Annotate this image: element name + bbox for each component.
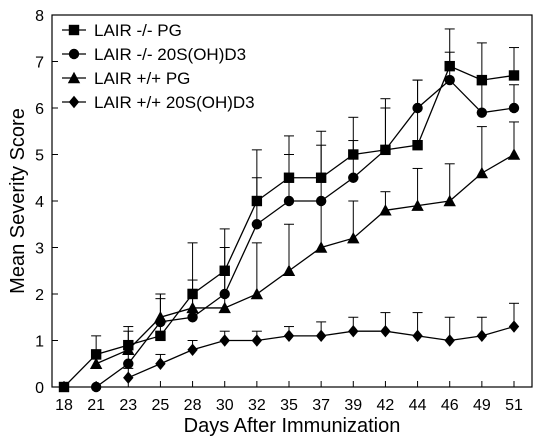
series-line-3 bbox=[95, 153, 515, 365]
data-point-triangle bbox=[218, 301, 231, 314]
data-point-triangle bbox=[443, 194, 456, 207]
data-point-diamond bbox=[315, 329, 327, 343]
x-axis-title: Days After Immunization bbox=[184, 415, 401, 437]
data-point-triangle bbox=[122, 343, 135, 355]
data-point-circle bbox=[476, 107, 488, 118]
data-point-diamond bbox=[123, 371, 134, 384]
y-tick-label: 3 bbox=[35, 241, 44, 258]
data-point-diamond bbox=[508, 320, 520, 333]
data-point-square bbox=[251, 195, 263, 207]
data-point-triangle bbox=[154, 311, 167, 323]
legend-label: LAIR +/+ PG bbox=[94, 69, 190, 88]
data-point-square bbox=[90, 349, 102, 360]
x-tick-label: 37 bbox=[312, 397, 330, 414]
data-point-square bbox=[187, 288, 198, 300]
x-tick-label: 18 bbox=[55, 397, 73, 414]
legend-marker bbox=[68, 24, 80, 36]
x-tick-label: 25 bbox=[152, 397, 170, 414]
data-point-diamond bbox=[155, 357, 166, 370]
data-point-square bbox=[315, 172, 327, 183]
data-point-triangle bbox=[282, 264, 296, 276]
legend-label: LAIR +/+ 20S(OH)D3 bbox=[94, 93, 255, 112]
x-tick-label: 35 bbox=[280, 397, 298, 414]
x-tick-label: 39 bbox=[344, 397, 362, 414]
y-tick-label: 4 bbox=[35, 194, 44, 211]
data-point-triangle bbox=[507, 148, 521, 160]
x-tick-label: 32 bbox=[248, 397, 266, 414]
data-point-circle bbox=[348, 172, 359, 183]
y-tick-label: 8 bbox=[35, 8, 44, 25]
y-tick-label: 5 bbox=[35, 148, 44, 165]
data-point-square bbox=[476, 74, 488, 86]
x-tick-label: 51 bbox=[505, 397, 523, 414]
y-tick-label: 2 bbox=[35, 287, 44, 304]
legend-marker bbox=[68, 95, 80, 109]
x-tick-label: 42 bbox=[377, 397, 395, 414]
data-point-triangle bbox=[411, 199, 424, 211]
data-point-circle bbox=[187, 312, 198, 323]
data-point-circle bbox=[123, 358, 134, 369]
data-point-square bbox=[444, 60, 455, 72]
legend-marker bbox=[68, 48, 80, 60]
data-point-triangle bbox=[475, 166, 489, 179]
data-point-diamond bbox=[187, 343, 198, 356]
legend-marker bbox=[67, 71, 81, 84]
legend: LAIR -/- PG LAIR -/- 20S(OH)D3 LAIR +/+ PG… bbox=[62, 21, 255, 112]
data-point-diamond bbox=[444, 334, 455, 347]
y-tick-label: 6 bbox=[35, 101, 44, 118]
y-tick-label: 7 bbox=[35, 55, 44, 72]
data-point-circle bbox=[251, 219, 263, 230]
data-point-triangle bbox=[250, 287, 264, 300]
y-tick-label: 1 bbox=[35, 334, 44, 351]
legend-label: LAIR -/- PG bbox=[94, 21, 182, 40]
data-point-triangle bbox=[89, 357, 103, 369]
data-point-square bbox=[348, 149, 359, 160]
data-point-circle bbox=[444, 74, 455, 86]
x-tick-label: 23 bbox=[119, 397, 137, 414]
x-tick-label: 30 bbox=[216, 397, 234, 414]
data-point-square bbox=[412, 140, 423, 151]
data-point-circle bbox=[315, 195, 327, 207]
data-point-square bbox=[219, 265, 230, 276]
data-point-triangle bbox=[379, 204, 392, 216]
data-point-diamond bbox=[219, 334, 230, 347]
data-point-circle bbox=[283, 195, 295, 207]
x-tick-label: 44 bbox=[409, 397, 427, 414]
data-point-circle bbox=[219, 288, 230, 300]
data-point-circle bbox=[508, 102, 520, 114]
data-point-square bbox=[283, 172, 295, 183]
series-markers bbox=[58, 60, 521, 393]
data-point-circle bbox=[412, 102, 423, 114]
data-point-diamond bbox=[251, 334, 263, 347]
data-point-circle bbox=[380, 144, 391, 156]
x-tick-label: 49 bbox=[473, 397, 491, 414]
data-point-square bbox=[508, 70, 520, 81]
x-tick-label: 21 bbox=[87, 397, 105, 414]
data-point-diamond bbox=[412, 329, 423, 343]
y-tick-label: 0 bbox=[35, 380, 44, 397]
x-tick-label: 28 bbox=[184, 397, 202, 414]
data-point-square bbox=[155, 330, 166, 342]
data-point-diamond bbox=[348, 325, 359, 338]
x-tick-label: 46 bbox=[441, 397, 459, 414]
data-point-triangle bbox=[314, 241, 328, 253]
legend-label: LAIR -/- 20S(OH)D3 bbox=[94, 45, 246, 64]
y-axis-title: Mean Severity Score bbox=[7, 108, 29, 294]
data-point-diamond bbox=[380, 325, 391, 338]
data-point-diamond bbox=[476, 329, 488, 343]
data-point-triangle bbox=[347, 232, 360, 244]
data-point-diamond bbox=[283, 329, 295, 343]
data-point-triangle bbox=[186, 301, 199, 314]
